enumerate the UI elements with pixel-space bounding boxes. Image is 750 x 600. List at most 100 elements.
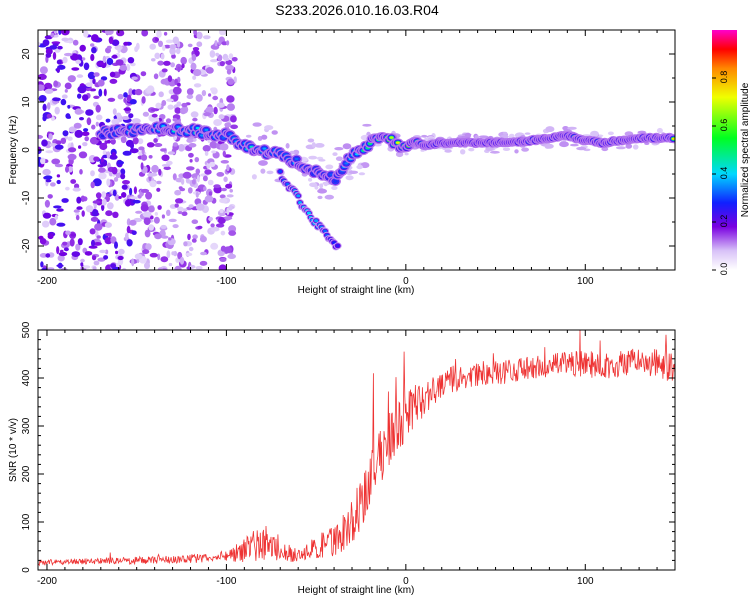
spectrogram-noise-blob [166,250,171,259]
snr-ytick-label: 500 [21,321,32,338]
snr-frame [37,329,676,571]
spectrogram-noise-blob [116,30,125,37]
spectrogram-noise-blob [191,53,197,62]
spectrogram-noise-blob [80,195,86,202]
spectrogram-noise-blob [90,43,95,47]
spectrogram-noise-blob [111,39,120,46]
spectrogram-noise-blob [101,191,107,199]
spectrogram-noise-blob [67,136,73,141]
spectrogram-noise-blob [190,62,197,70]
snr-xtick-label: 0 [403,576,409,587]
spectrogram-noise-blob [120,168,126,176]
spectrogram-halo [308,155,318,160]
spectrogram-noise-blob [95,192,102,199]
spectrogram-noise-blob [134,253,143,260]
spectrogram-noise-blob [174,265,182,270]
spectrogram-noise-blob [143,217,151,226]
colorbar-tick-label: 0.6 [719,119,729,132]
spectrogram-noise-blob [110,236,117,244]
spectrogram-noise-blob [157,60,164,66]
spectrogram-noise-blob [57,45,63,50]
spectrogram-ytick-label: 0 [21,147,32,153]
spectrogram-noise-blob [216,102,225,108]
snr-xtick-label: -100 [216,576,236,587]
spectrogram-noise-blob [102,150,107,156]
spectrogram-noise-blob [188,152,194,158]
spectrogram-noise-blob [58,251,68,257]
spectrogram-noise-blob [91,124,96,130]
spectrogram-noise-blob [49,217,57,226]
spectrogram-noise-blob [83,62,90,71]
spectrogram-noise-blob [146,142,155,148]
spectrogram-branch-mark [285,182,290,186]
spectrogram-noise-blob [120,136,127,144]
spectrogram-ridge-mark [262,147,267,150]
spectrogram-noise-blob [210,242,219,250]
spectrogram-noise-blob [65,186,70,191]
spectrogram-halo [311,142,316,148]
spectrogram-noise-blob [117,248,125,255]
spectrogram-noise-blob [74,108,83,115]
spectrogram-noise-blob [68,126,77,133]
spectrogram-noise-blob [135,42,140,51]
spectrogram-noise-blob [225,64,235,71]
spectrogram-noise-blob [213,184,221,189]
spectrogram-noise-blob [166,98,174,102]
spectrogram-halo [331,186,338,190]
spectrogram-noise-blob [95,114,103,121]
spectrogram-noise-blob [106,45,112,50]
spectrogram-noise-blob [181,102,188,108]
spectrogram-branch-mark [314,219,319,223]
spectrogram-halo [260,168,266,174]
spectrogram-noise-blob [153,73,159,80]
colorbar-gradient [712,30,737,270]
spectrogram-noise-blob [113,177,119,182]
spectrogram-halo [576,146,587,151]
spectrogram-noise-blob [188,246,194,252]
spectrogram-noise-blob [39,238,47,245]
spectrogram-noise-blob [174,189,182,196]
spectrogram-noise-blob [76,196,82,204]
spectrogram-noise-blob [67,105,71,109]
spectrogram-noise-blob [193,83,202,88]
spectrogram-noise-blob [61,37,69,42]
spectrogram-noise-blob [199,260,208,266]
spectrogram-noise-blob [161,163,171,167]
spectrogram-noise-blob [132,137,139,145]
spectrogram-noise-blob [210,226,220,232]
spectrogram-halo [251,174,257,180]
spectrogram-noise-blob [99,249,107,254]
spectrogram-noise-blob [56,208,64,212]
spectrogram-noise-blob [230,124,239,130]
spectrogram-noise-blob [123,41,129,46]
spectrogram-noise-blob [93,260,100,266]
spectrogram-noise-blob [56,174,61,178]
spectrogram-noise-blob [58,30,62,35]
spectrogram-noise-blob [207,179,214,186]
spectrogram-noise-blob [205,106,214,114]
spectrogram-noise-blob [183,208,188,212]
spectrogram-noise-blob [159,114,166,120]
spectrogram-noise-blob [93,95,100,100]
spectrogram-noise-blob [194,157,200,163]
spectrogram-noise-blob [179,187,186,192]
spectrogram-noise-blob [180,107,187,115]
spectrogram-noise-blob [104,30,114,36]
spectrogram-noise-blob [135,210,143,214]
spectrogram-noise-blob [84,251,93,256]
spectrogram-noise-blob [187,43,193,48]
spectrogram-noise-blob [190,111,199,118]
spectrogram-xtick-label: 0 [403,276,409,287]
spectrogram-noise-blob [192,117,198,122]
spectrogram-noise-blob [46,102,51,110]
colorbar-tick-label: 0.4 [719,167,729,180]
spectrogram-noise-blob [117,255,124,261]
spectrogram-noise-blob [202,175,208,182]
spectrogram-noise-blob [62,56,68,64]
spectrogram-noise-blob [75,59,82,64]
spectrogram-noise-blob [191,179,196,185]
colorbar-tick-label: 0.8 [719,71,729,84]
spectrogram-noise-blob [78,145,82,149]
spectrogram-noise-blob [92,178,102,187]
